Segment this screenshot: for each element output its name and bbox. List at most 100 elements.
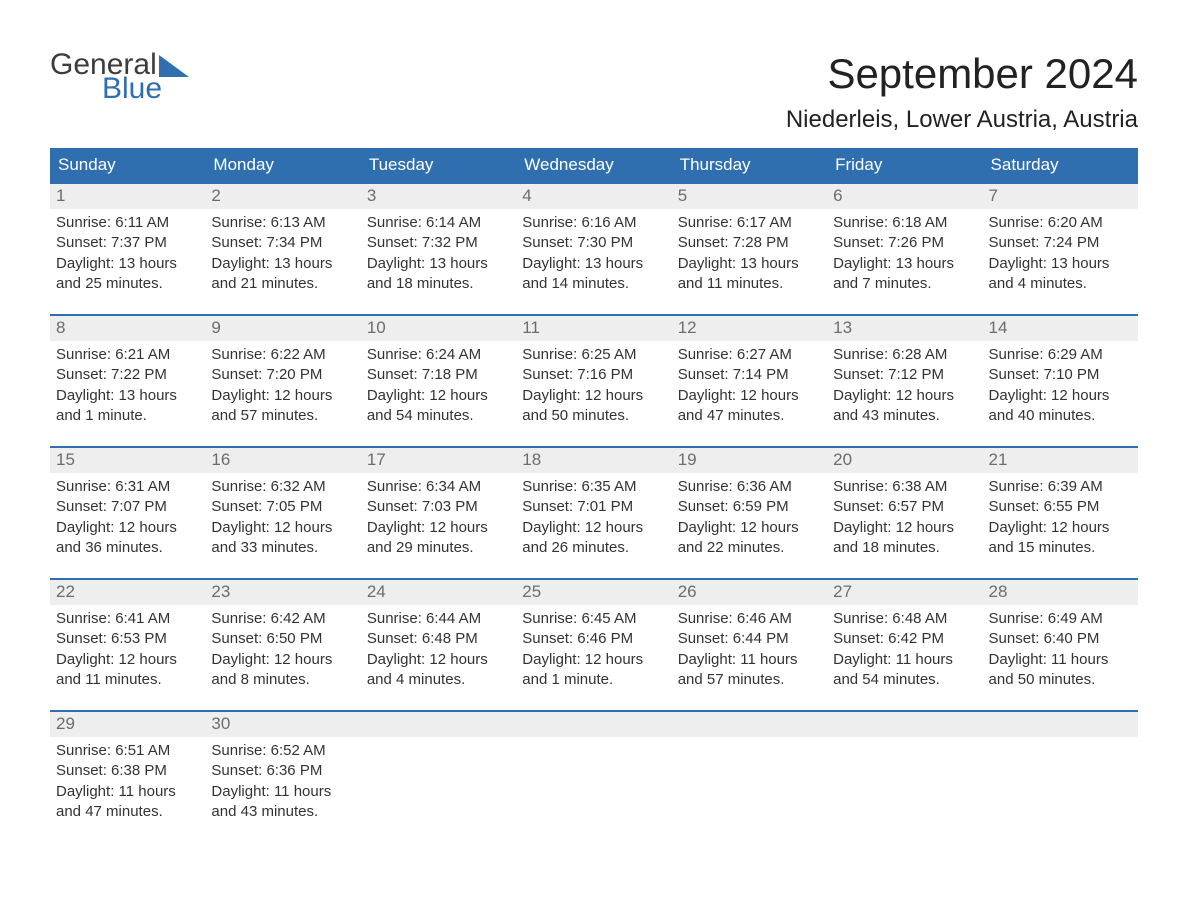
sunset-text: Sunset: 7:20 PM [211, 365, 354, 385]
day-cell: 12Sunrise: 6:27 AMSunset: 7:14 PMDayligh… [672, 316, 827, 432]
weekday-wednesday: Wednesday [516, 148, 671, 182]
sunrise-text: Sunrise: 6:13 AM [211, 213, 354, 233]
day-details: Sunrise: 6:16 AMSunset: 7:30 PMDaylight:… [516, 209, 671, 294]
daylight-text-2: and 26 minutes. [522, 538, 665, 558]
daylight-text-2: and 1 minute. [522, 670, 665, 690]
day-number: 22 [50, 580, 205, 605]
daylight-text: Daylight: 11 hours [989, 650, 1132, 670]
day-cell: 26Sunrise: 6:46 AMSunset: 6:44 PMDayligh… [672, 580, 827, 696]
day-details: Sunrise: 6:14 AMSunset: 7:32 PMDaylight:… [361, 209, 516, 294]
day-details: Sunrise: 6:13 AMSunset: 7:34 PMDaylight:… [205, 209, 360, 294]
daylight-text-2: and 11 minutes. [56, 670, 199, 690]
daylight-text: Daylight: 12 hours [678, 518, 821, 538]
sunrise-text: Sunrise: 6:41 AM [56, 609, 199, 629]
daylight-text: Daylight: 12 hours [56, 518, 199, 538]
day-cell: 1Sunrise: 6:11 AMSunset: 7:37 PMDaylight… [50, 184, 205, 300]
day-details: Sunrise: 6:35 AMSunset: 7:01 PMDaylight:… [516, 473, 671, 558]
daylight-text: Daylight: 11 hours [211, 782, 354, 802]
day-cell: 8Sunrise: 6:21 AMSunset: 7:22 PMDaylight… [50, 316, 205, 432]
header: General Blue September 2024 Niederleis, … [50, 50, 1138, 134]
daylight-text: Daylight: 12 hours [989, 518, 1132, 538]
sunrise-text: Sunrise: 6:51 AM [56, 741, 199, 761]
day-cell: 4Sunrise: 6:16 AMSunset: 7:30 PMDaylight… [516, 184, 671, 300]
sunset-text: Sunset: 7:37 PM [56, 233, 199, 253]
day-number: 9 [205, 316, 360, 341]
daylight-text-2: and 50 minutes. [522, 406, 665, 426]
daylight-text-2: and 33 minutes. [211, 538, 354, 558]
daylight-text-2: and 11 minutes. [678, 274, 821, 294]
sunrise-text: Sunrise: 6:38 AM [833, 477, 976, 497]
day-details: Sunrise: 6:11 AMSunset: 7:37 PMDaylight:… [50, 209, 205, 294]
sunrise-text: Sunrise: 6:16 AM [522, 213, 665, 233]
day-cell: 28Sunrise: 6:49 AMSunset: 6:40 PMDayligh… [983, 580, 1138, 696]
daylight-text: Daylight: 12 hours [522, 518, 665, 538]
day-details: Sunrise: 6:52 AMSunset: 6:36 PMDaylight:… [205, 737, 360, 822]
day-cell-empty: . [516, 712, 671, 828]
day-details: Sunrise: 6:28 AMSunset: 7:12 PMDaylight:… [827, 341, 982, 426]
day-details: Sunrise: 6:18 AMSunset: 7:26 PMDaylight:… [827, 209, 982, 294]
sunrise-text: Sunrise: 6:21 AM [56, 345, 199, 365]
sunset-text: Sunset: 7:05 PM [211, 497, 354, 517]
day-details: Sunrise: 6:44 AMSunset: 6:48 PMDaylight:… [361, 605, 516, 690]
sunset-text: Sunset: 7:16 PM [522, 365, 665, 385]
day-details: Sunrise: 6:29 AMSunset: 7:10 PMDaylight:… [983, 341, 1138, 426]
sunset-text: Sunset: 6:59 PM [678, 497, 821, 517]
sunset-text: Sunset: 7:12 PM [833, 365, 976, 385]
day-cell: 17Sunrise: 6:34 AMSunset: 7:03 PMDayligh… [361, 448, 516, 564]
sunrise-text: Sunrise: 6:20 AM [989, 213, 1132, 233]
sunset-text: Sunset: 7:28 PM [678, 233, 821, 253]
day-cell: 22Sunrise: 6:41 AMSunset: 6:53 PMDayligh… [50, 580, 205, 696]
sunset-text: Sunset: 7:32 PM [367, 233, 510, 253]
day-number: 13 [827, 316, 982, 341]
daylight-text-2: and 40 minutes. [989, 406, 1132, 426]
daylight-text: Daylight: 12 hours [522, 386, 665, 406]
day-details: Sunrise: 6:17 AMSunset: 7:28 PMDaylight:… [672, 209, 827, 294]
weekday-monday: Monday [205, 148, 360, 182]
sunset-text: Sunset: 7:24 PM [989, 233, 1132, 253]
daylight-text: Daylight: 12 hours [522, 650, 665, 670]
day-number: 3 [361, 184, 516, 209]
logo: General Blue [50, 50, 189, 104]
daylight-text-2: and 4 minutes. [989, 274, 1132, 294]
week-row: 22Sunrise: 6:41 AMSunset: 6:53 PMDayligh… [50, 578, 1138, 696]
day-number: 6 [827, 184, 982, 209]
day-details: Sunrise: 6:51 AMSunset: 6:38 PMDaylight:… [50, 737, 205, 822]
daylight-text-2: and 54 minutes. [833, 670, 976, 690]
day-cell-empty: . [672, 712, 827, 828]
sunrise-text: Sunrise: 6:48 AM [833, 609, 976, 629]
sunset-text: Sunset: 6:46 PM [522, 629, 665, 649]
day-details: Sunrise: 6:45 AMSunset: 6:46 PMDaylight:… [516, 605, 671, 690]
day-details: Sunrise: 6:36 AMSunset: 6:59 PMDaylight:… [672, 473, 827, 558]
day-cell: 13Sunrise: 6:28 AMSunset: 7:12 PMDayligh… [827, 316, 982, 432]
sunset-text: Sunset: 7:34 PM [211, 233, 354, 253]
daylight-text: Daylight: 12 hours [367, 518, 510, 538]
daylight-text: Daylight: 12 hours [211, 518, 354, 538]
day-number: 2 [205, 184, 360, 209]
daylight-text: Daylight: 13 hours [522, 254, 665, 274]
sunset-text: Sunset: 6:50 PM [211, 629, 354, 649]
sunset-text: Sunset: 6:44 PM [678, 629, 821, 649]
sunset-text: Sunset: 6:48 PM [367, 629, 510, 649]
day-details: Sunrise: 6:20 AMSunset: 7:24 PMDaylight:… [983, 209, 1138, 294]
day-details: Sunrise: 6:48 AMSunset: 6:42 PMDaylight:… [827, 605, 982, 690]
day-cell: 19Sunrise: 6:36 AMSunset: 6:59 PMDayligh… [672, 448, 827, 564]
day-cell: 27Sunrise: 6:48 AMSunset: 6:42 PMDayligh… [827, 580, 982, 696]
sunset-text: Sunset: 6:42 PM [833, 629, 976, 649]
day-details: Sunrise: 6:21 AMSunset: 7:22 PMDaylight:… [50, 341, 205, 426]
daylight-text: Daylight: 11 hours [56, 782, 199, 802]
week-row: 8Sunrise: 6:21 AMSunset: 7:22 PMDaylight… [50, 314, 1138, 432]
logo-word-2: Blue [50, 74, 189, 104]
day-number: . [827, 712, 982, 737]
daylight-text: Daylight: 12 hours [367, 386, 510, 406]
day-cell: 29Sunrise: 6:51 AMSunset: 6:38 PMDayligh… [50, 712, 205, 828]
daylight-text: Daylight: 12 hours [989, 386, 1132, 406]
sunset-text: Sunset: 7:07 PM [56, 497, 199, 517]
daylight-text-2: and 14 minutes. [522, 274, 665, 294]
day-cell: 9Sunrise: 6:22 AMSunset: 7:20 PMDaylight… [205, 316, 360, 432]
sunrise-text: Sunrise: 6:52 AM [211, 741, 354, 761]
daylight-text: Daylight: 13 hours [989, 254, 1132, 274]
week-row: 1Sunrise: 6:11 AMSunset: 7:37 PMDaylight… [50, 182, 1138, 300]
daylight-text-2: and 57 minutes. [211, 406, 354, 426]
sunrise-text: Sunrise: 6:28 AM [833, 345, 976, 365]
sunrise-text: Sunrise: 6:18 AM [833, 213, 976, 233]
